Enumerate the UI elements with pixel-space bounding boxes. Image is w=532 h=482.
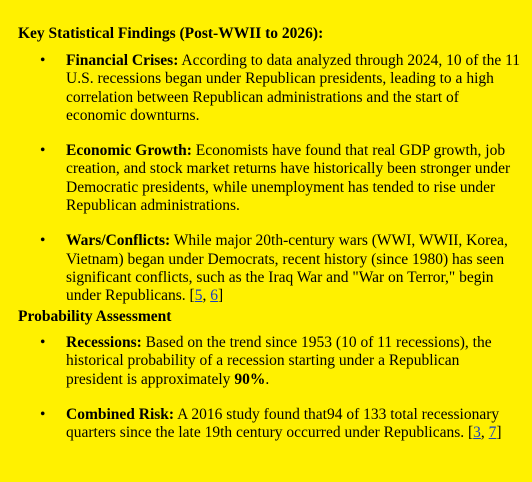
text-wars-conflicts: While major 20th-century wars (WWI, WWII…: [66, 232, 508, 305]
text-economic-growth: Economists have found that real GDP grow…: [66, 142, 511, 215]
bullet-icon: •: [40, 142, 46, 160]
term-recessions: Recessions:: [66, 334, 142, 351]
citation-link-5[interactable]: 5: [194, 287, 203, 305]
list-item-wars-conflicts: • Wars/Conflicts: While major 20th-centu…: [18, 232, 520, 305]
term-combined-risk: Combined Risk:: [66, 405, 175, 423]
section-heading-probability: Probability Assessment: [18, 308, 172, 325]
term-financial-crises: Financial Crises:: [66, 52, 179, 69]
bullet-icon: •: [40, 52, 46, 69]
key-findings-list: • Financial Crises: According to data an…: [18, 52, 520, 323]
text-recessions: Based on the trend since 1953 (10 of 11 …: [66, 334, 492, 388]
term-economic-growth: Economic Growth:: [66, 142, 192, 160]
citation-link-7[interactable]: 7: [488, 424, 497, 442]
bullet-icon: •: [40, 334, 46, 351]
bullet-icon: •: [40, 405, 46, 423]
bullet-icon: •: [40, 232, 46, 250]
citation-close: ]: [496, 424, 502, 442]
text-financial-crises: According to data analyzed through 2024,…: [66, 52, 521, 124]
section-heading-key-findings: Key Statistical Findings (Post-WWII to 2…: [18, 25, 324, 42]
citation-link-3[interactable]: 3: [473, 424, 481, 442]
probability-value: 90%: [234, 370, 266, 388]
term-wars-conflicts: Wars/Conflicts:: [66, 232, 171, 250]
citation-close: ]: [217, 287, 224, 305]
citation-separator: ,: [480, 424, 489, 442]
list-item-combined-risk: • Combined Risk: A 2016 study found that…: [18, 406, 520, 443]
list-item-economic-growth: • Economic Growth: Economists have found…: [18, 142, 520, 215]
citation-separator: ,: [202, 287, 211, 305]
text-recessions-end: .: [265, 370, 270, 388]
citation-link-6[interactable]: 6: [210, 287, 218, 305]
text-combined-risk: A 2016 study found that94 of 133 total r…: [66, 405, 500, 442]
list-item-financial-crises: • Financial Crises: According to data an…: [18, 52, 520, 125]
list-item-recessions: • Recessions: Based on the trend since 1…: [18, 334, 520, 389]
probability-list: • Recessions: Based on the trend since 1…: [18, 334, 520, 459]
